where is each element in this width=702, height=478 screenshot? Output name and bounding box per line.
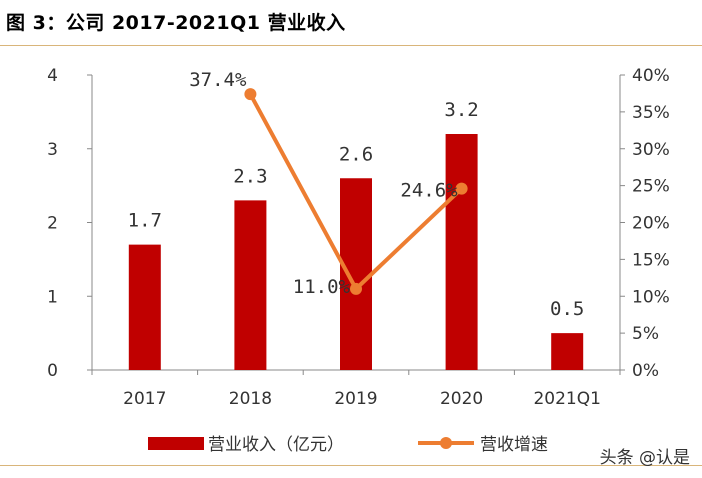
y-right-tick-label: 5%: [632, 324, 659, 344]
chart-title: 图 3：公司 2017-2021Q1 营业收入: [6, 12, 346, 34]
y-left-tick-label: 0: [47, 361, 58, 381]
watermark: 头条 @认是: [599, 448, 690, 468]
legend-swatch-marker: [440, 437, 452, 449]
y-left-tick-label: 2: [47, 214, 58, 234]
growth-data-label: 24.6%: [400, 180, 458, 202]
x-tick-label: 2019: [334, 389, 377, 409]
growth-point: [244, 88, 257, 101]
bar: [234, 200, 267, 370]
y-right-tick-label: 15%: [632, 250, 670, 270]
x-tick-label: 2018: [229, 389, 272, 409]
y-left-tick-label: 4: [47, 66, 58, 86]
x-tick-label: 2017: [123, 389, 166, 409]
y-right-tick-label: 25%: [632, 177, 670, 197]
bar: [445, 134, 478, 370]
y-left-tick-label: 1: [47, 287, 58, 307]
y-left-tick-label: 3: [47, 140, 58, 160]
legend-label-line: 营收增速: [480, 435, 548, 455]
bar: [128, 244, 161, 370]
bar-data-label: 3.2: [444, 99, 478, 121]
legend-label-bar: 营业收入（亿元）: [208, 435, 344, 455]
top-rule: [0, 45, 702, 46]
y-right-tick-label: 0%: [632, 361, 659, 381]
legend-swatch-bar: [148, 437, 204, 450]
bar-data-label: 2.3: [233, 165, 267, 187]
growth-point: [350, 282, 362, 295]
bar-data-label: 0.5: [550, 298, 584, 320]
y-right-tick-label: 10%: [632, 287, 670, 307]
growth-point: [455, 182, 468, 195]
growth-data-label: 37.4%: [189, 69, 247, 91]
x-tick-label: 2021Q1: [533, 389, 600, 409]
y-right-tick-label: 35%: [632, 103, 670, 123]
x-tick-label: 2020: [440, 389, 483, 409]
growth-data-label: 11.0%: [293, 276, 351, 298]
y-right-tick-label: 20%: [632, 214, 670, 234]
bar: [551, 333, 584, 370]
y-right-tick-label: 40%: [632, 66, 670, 86]
bar-data-label: 2.6: [339, 143, 373, 165]
bar-data-label: 1.7: [128, 210, 162, 232]
bottom-rule: [0, 465, 702, 466]
y-right-tick-label: 30%: [632, 140, 670, 160]
bar: [340, 178, 372, 370]
